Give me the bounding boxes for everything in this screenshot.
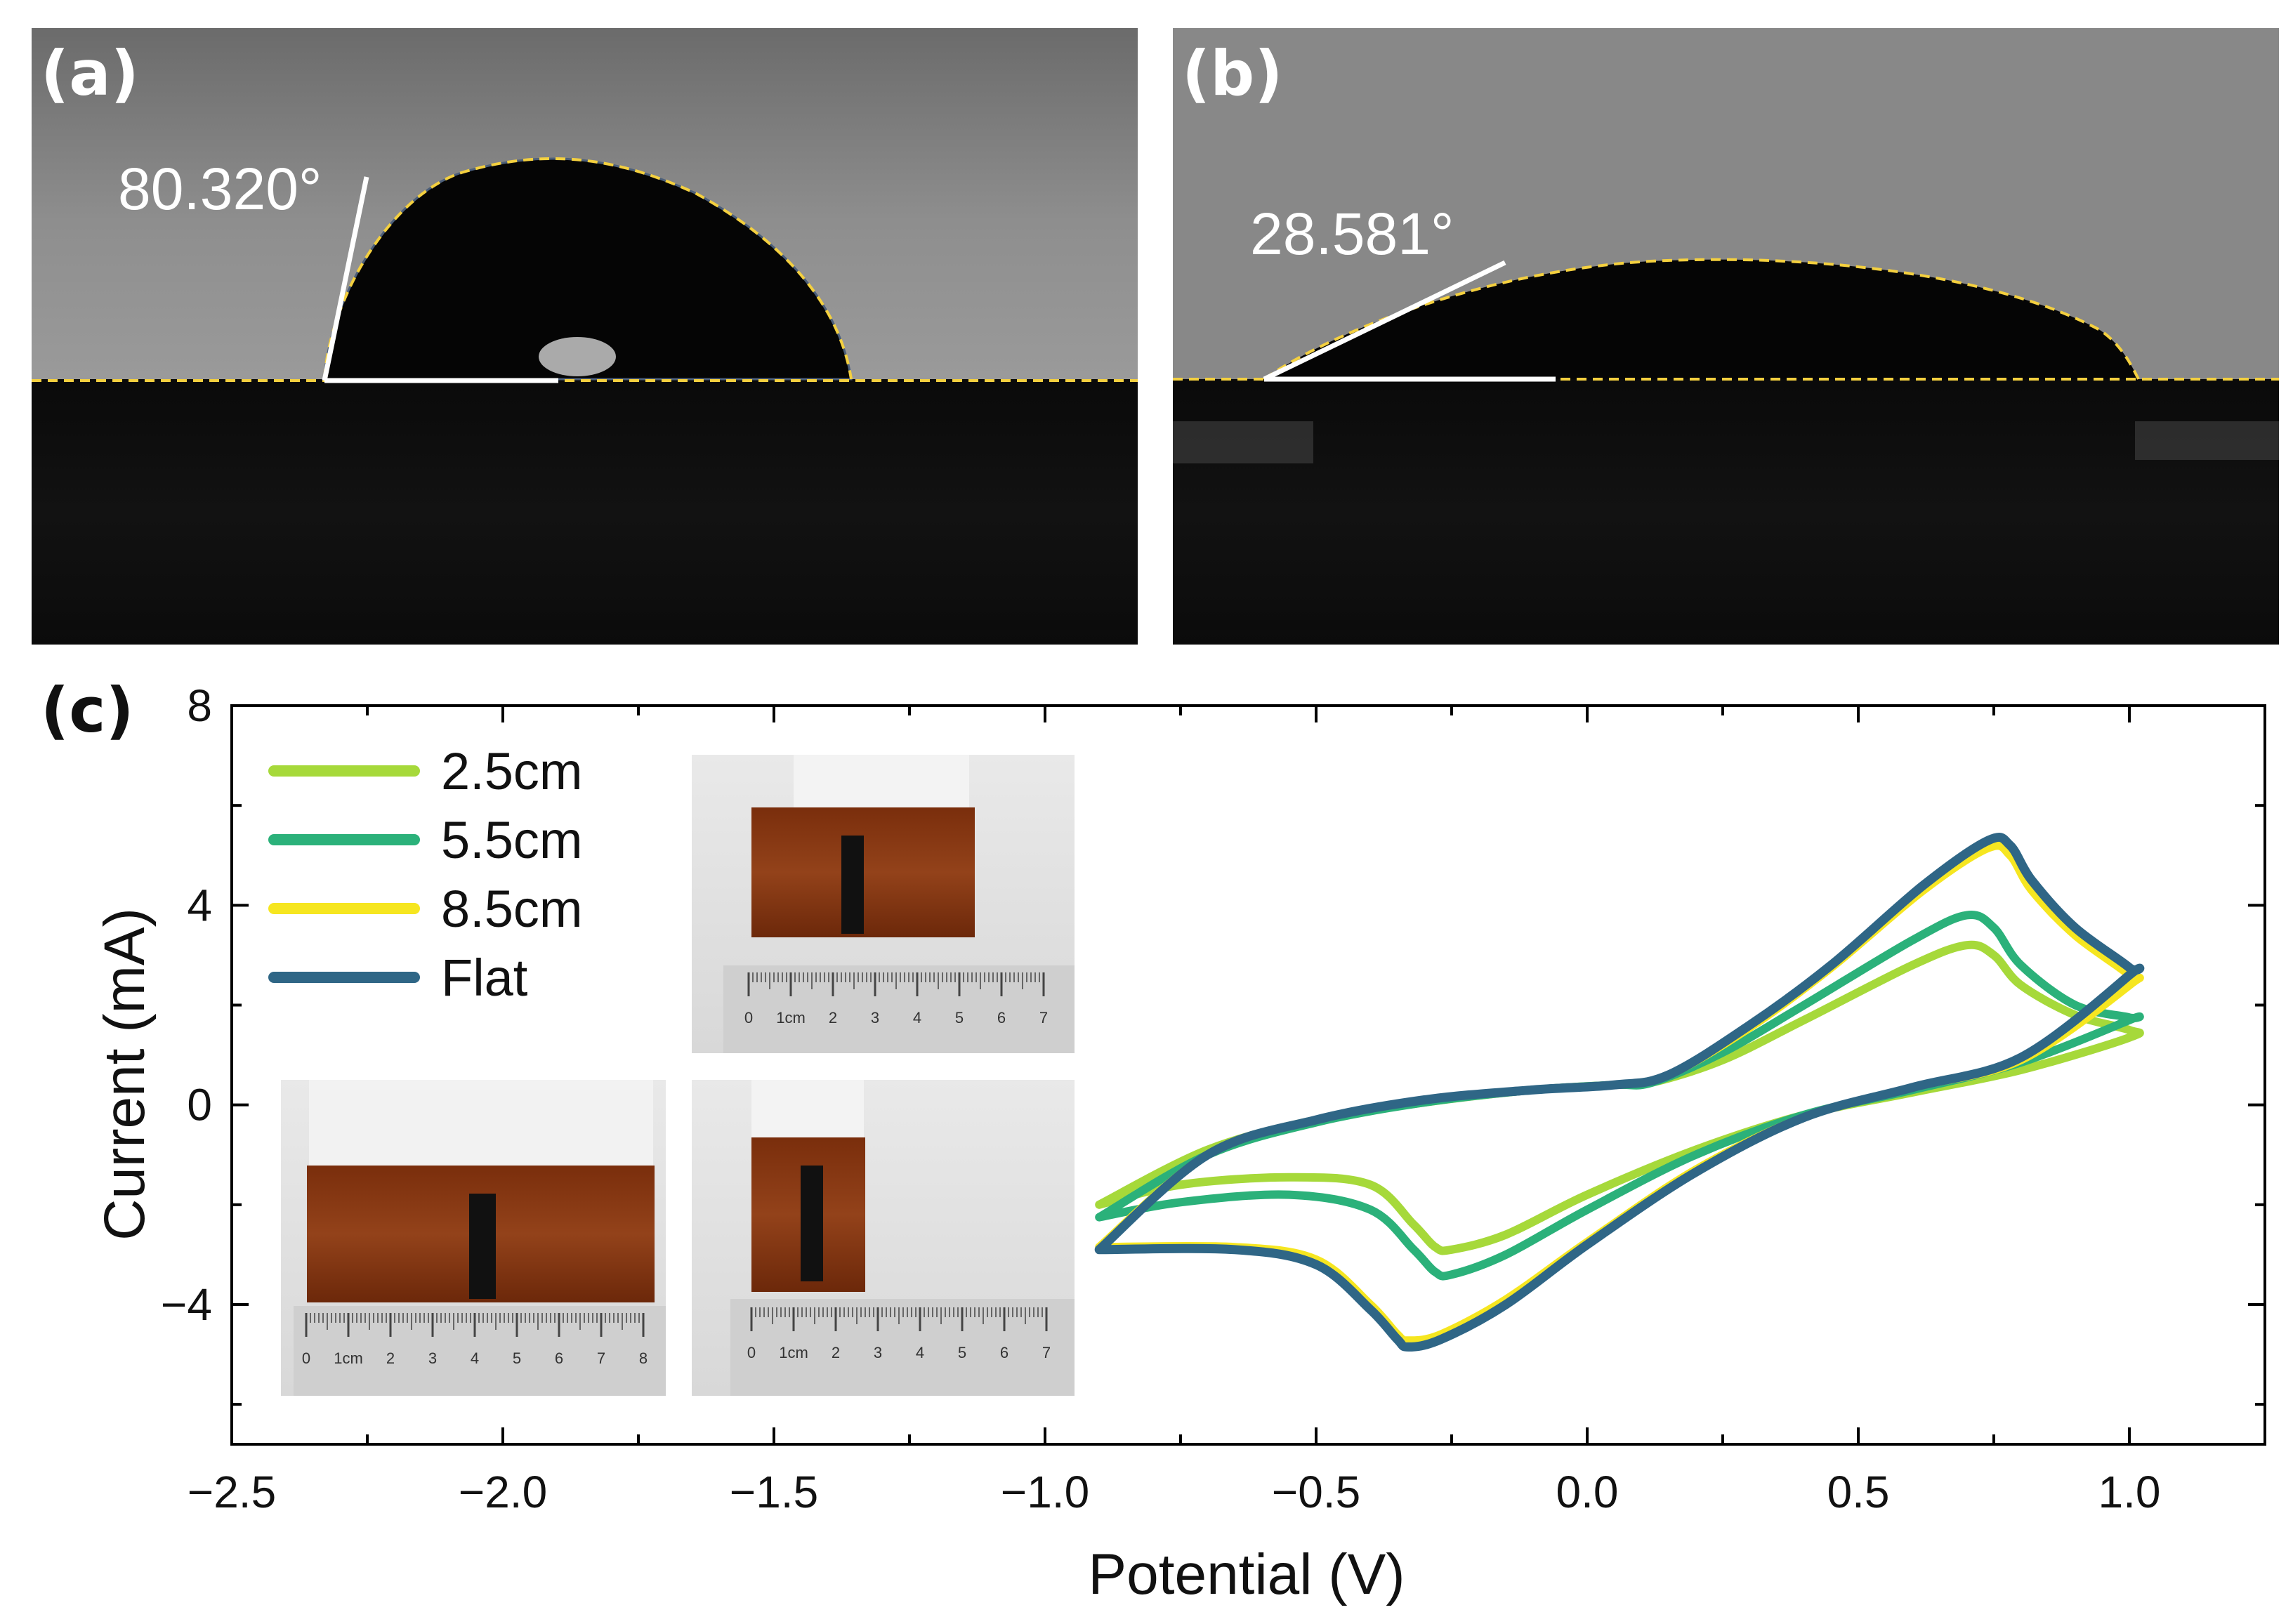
ruler-label: 7 <box>597 1349 605 1367</box>
inset-2-electrode <box>469 1194 496 1299</box>
y-axis-title: Current (mA) <box>93 908 157 1241</box>
y-tick-label: 8 <box>187 680 212 731</box>
photo-b-glow-left <box>1173 421 1313 463</box>
ruler-label: 3 <box>428 1349 437 1367</box>
droplet-b <box>1264 259 2138 379</box>
ruler-label: 6 <box>555 1349 563 1367</box>
panel-label-c: (c) <box>41 674 134 746</box>
legend-label: 8.5cm <box>441 880 583 938</box>
ruler-label: 6 <box>1000 1344 1008 1361</box>
droplet-a-fit-outline <box>323 157 853 380</box>
ruler-label: 3 <box>874 1344 882 1361</box>
inset-1-cylinder <box>794 755 969 811</box>
series-line-2-5cm <box>1095 940 2144 1255</box>
inset-3-electrode <box>801 1166 823 1281</box>
tangent-b <box>1263 260 1506 382</box>
ruler-label: 4 <box>913 1009 921 1026</box>
legend-label: Flat <box>441 949 528 1007</box>
ruler-label: 5 <box>513 1349 521 1367</box>
photo-panel-b: (b) 28.581° <box>1173 28 2279 645</box>
ruler-label: 7 <box>1039 1009 1048 1026</box>
inset-photo-3: 0 1cm 2 3 4 5 6 7 <box>692 1080 1075 1396</box>
x-tick-label: −1.0 <box>1001 1467 1089 1517</box>
photo-a-substrate <box>32 379 1138 645</box>
legend: 2.5cm 5.5cm 8.5cm Flat <box>268 742 583 1007</box>
inset-2-cylinder <box>309 1080 653 1168</box>
inset-1-ruler-marks: 0 1cm 2 3 4 5 6 7 <box>744 972 1048 1026</box>
tangent-a <box>322 176 369 381</box>
ruler-label: 3 <box>871 1009 879 1026</box>
ruler-label: 1cm <box>776 1009 806 1026</box>
x-tick-label: −2.0 <box>459 1467 547 1517</box>
legend-label: 2.5cm <box>441 742 583 800</box>
plot-frame <box>230 704 2266 1446</box>
y-tick-label: −4 <box>161 1279 212 1330</box>
legend-label: 5.5cm <box>441 811 583 869</box>
x-axis-title: Potential (V) <box>1088 1543 1405 1606</box>
ruler-label: 0 <box>744 1009 753 1026</box>
inset-photo-2: 0 1cm 2 3 4 5 6 7 8 <box>281 1080 666 1396</box>
ruler-label: 1cm <box>779 1344 808 1361</box>
panel-label-b: (b) <box>1182 37 1282 110</box>
inset-2-ruler-marks: 0 1cm 2 3 4 5 6 7 8 <box>302 1313 648 1367</box>
x-tick-label: 0.5 <box>1827 1467 1890 1517</box>
cv-chart: −2.5 −2.0 −1.5 −1.0 −0.5 0.0 0.5 1.0 8 4 0 −4 Poten… <box>93 680 2266 1606</box>
photo-b-glow-right <box>2135 421 2279 460</box>
x-tick-label: −2.5 <box>188 1467 276 1517</box>
ruler-label: 6 <box>997 1009 1006 1026</box>
inset-photo-1: 0 1cm 2 3 4 5 6 7 <box>692 755 1075 1053</box>
y-tick-label: 0 <box>187 1080 212 1130</box>
photo-panel-a: (a) 80.320° <box>32 28 1138 645</box>
ruler-label: 5 <box>958 1344 966 1361</box>
series-line-flat <box>1094 832 2145 1352</box>
x-tick-label: 0.0 <box>1556 1467 1619 1517</box>
ruler-label: 2 <box>829 1009 837 1026</box>
ruler-label: 4 <box>471 1349 479 1367</box>
contact-angle-b: 28.581° <box>1250 201 1454 267</box>
ruler-label: 8 <box>639 1349 648 1367</box>
x-tick-label: −1.5 <box>730 1467 818 1517</box>
ruler-label: 1cm <box>334 1349 363 1367</box>
x-tick-label: 1.0 <box>2098 1467 2161 1517</box>
inset-3-ruler-marks: 0 1cm 2 3 4 5 6 7 <box>747 1307 1051 1361</box>
data-series <box>1094 832 2145 1352</box>
droplet-a-reflection <box>539 337 616 376</box>
ruler-label: 0 <box>302 1349 310 1367</box>
x-tick-label: −0.5 <box>1272 1467 1360 1517</box>
axis-ticks: −2.5 −2.0 −1.5 −1.0 −0.5 0.0 0.5 1.0 8 4 0 −4 <box>161 680 2266 1517</box>
inset-1-electrode <box>841 836 864 934</box>
panel-label-a: (a) <box>41 37 139 110</box>
ruler-label: 0 <box>747 1344 756 1361</box>
ruler-label: 2 <box>832 1344 840 1361</box>
ruler-label: 5 <box>955 1009 964 1026</box>
ruler-label: 2 <box>386 1349 395 1367</box>
y-tick-label: 4 <box>187 880 212 930</box>
photo-b-substrate <box>1173 379 2279 645</box>
ruler-label: 4 <box>916 1344 924 1361</box>
inset-3-cylinder <box>751 1080 864 1140</box>
ruler-label: 7 <box>1042 1344 1051 1361</box>
contact-angle-a: 80.320° <box>118 156 322 222</box>
